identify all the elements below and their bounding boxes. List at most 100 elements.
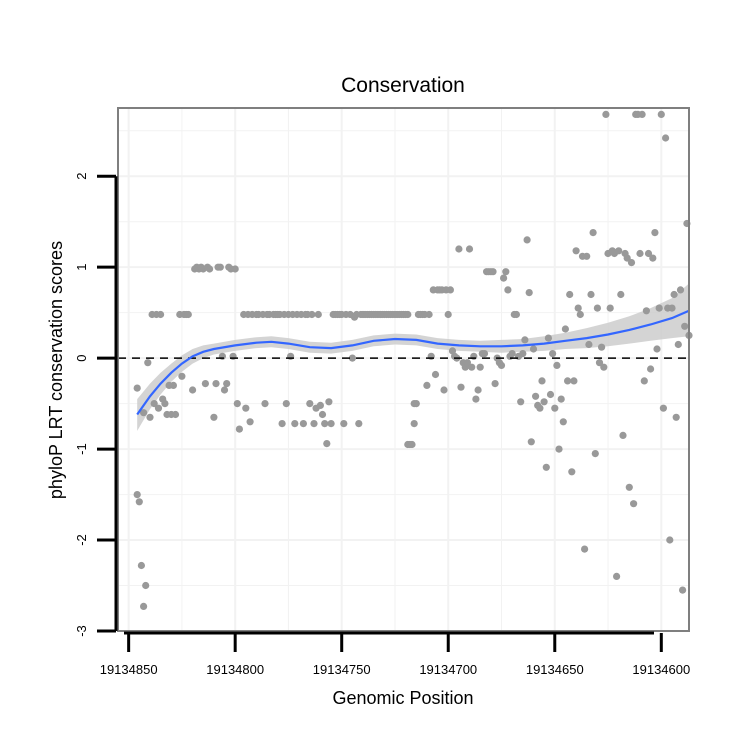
data-point [235,425,243,433]
data-point [233,400,241,408]
data-point [455,245,463,253]
chart-title: Conservation [341,74,465,97]
data-point [431,370,440,379]
data-point [625,483,633,491]
data-point [440,386,448,394]
data-point [500,274,508,282]
axes: 19134850 19134800 19134750 19134700 19134650… [74,173,690,677]
data-point [223,380,231,388]
data-point [231,265,239,273]
data-point [638,110,646,118]
data-point [474,386,482,394]
data-point [140,602,148,611]
data-point [593,304,602,312]
data-point [291,420,299,428]
data-point [216,263,224,271]
x-tick-label: 19134800 [206,662,264,677]
data-point [576,310,584,319]
data-point [508,350,516,358]
data-point [140,409,148,417]
data-point [636,249,644,258]
plot-frame [117,107,690,632]
data-point [581,545,589,553]
data-point [598,343,606,351]
data-point [572,247,580,255]
data-point [425,310,433,319]
data-point [666,536,674,544]
data-point [321,420,329,428]
data-point [316,401,324,409]
data-point [519,350,527,358]
data-point [171,410,180,419]
data-point [178,372,186,380]
data-point [201,380,209,388]
data-point [318,410,327,419]
data-point [154,404,163,412]
data-point [591,450,599,458]
data-point [282,400,290,408]
data-point [672,413,680,421]
data-point [446,286,454,294]
data-point [412,400,420,408]
data-point [133,491,141,499]
x-tick-label: 19134700 [419,662,477,677]
data-point [651,229,659,237]
data-point [261,400,269,408]
data-point [444,310,452,319]
data-point [657,110,665,118]
data-point [246,418,254,426]
data-point [472,395,480,403]
data-point [546,390,555,399]
data-point [551,404,559,412]
data-point [135,498,143,506]
data-point [468,363,476,371]
data-point [561,325,570,333]
data-point [212,380,220,388]
data-point [544,334,553,342]
data-point [323,440,331,448]
data-point [314,310,322,319]
data-point [566,290,574,299]
data-point [480,350,489,358]
y-tick-label: 2 [74,173,89,180]
data-point [308,310,316,319]
data-point [674,340,682,349]
data-point [642,307,651,315]
data-point [606,304,614,312]
x-tick-label: 19134650 [526,662,584,677]
data-point [555,445,563,453]
data-point [150,400,158,408]
data-point [448,347,457,355]
data-point [644,249,653,258]
data-point [542,463,550,471]
y-axis-label: phyloP LRT conservation scores [46,241,66,499]
data-point [502,268,510,276]
data-point [653,345,661,353]
data-point [529,345,538,353]
x-tick-label: 19134750 [313,662,371,677]
data-point [549,350,557,358]
data-point [137,561,145,570]
data-point [649,254,657,262]
data-point [668,304,676,312]
data-points-layer [133,110,693,611]
data-point [497,361,506,369]
data-point [210,413,218,421]
data-point [512,310,521,319]
data-point [242,404,250,412]
data-point [623,254,631,262]
y-tick-label: -2 [74,534,89,546]
data-point [602,110,610,118]
data-point [340,420,348,428]
data-point [423,381,431,389]
data-point [463,359,471,367]
data-point [299,420,307,428]
data-point [157,310,165,319]
data-point [583,252,591,260]
y-tick-label: -3 [74,625,89,637]
data-point [676,286,685,294]
data-point [348,354,356,362]
data-point [410,420,418,428]
data-point [557,395,565,403]
